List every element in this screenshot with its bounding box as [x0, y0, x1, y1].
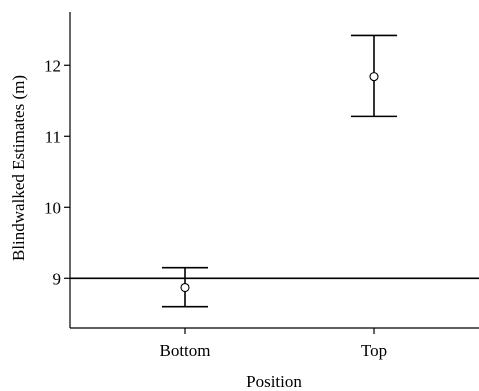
y-tick-label: 11	[45, 127, 61, 146]
y-tick-label: 12	[44, 56, 61, 75]
mean-point	[180, 282, 190, 293]
x-tick-label: Bottom	[159, 341, 210, 360]
plot-area: 9 10 11 12 Bottom Top	[44, 12, 479, 360]
x-tick-label: Top	[361, 341, 387, 360]
mean-point	[369, 72, 379, 82]
x-axis-label: Position	[246, 372, 302, 391]
y-tick-label: 10	[44, 198, 61, 217]
y-axis-label: Blindwalked Estimates (m)	[9, 75, 28, 261]
y-tick-label: 9	[53, 269, 62, 288]
